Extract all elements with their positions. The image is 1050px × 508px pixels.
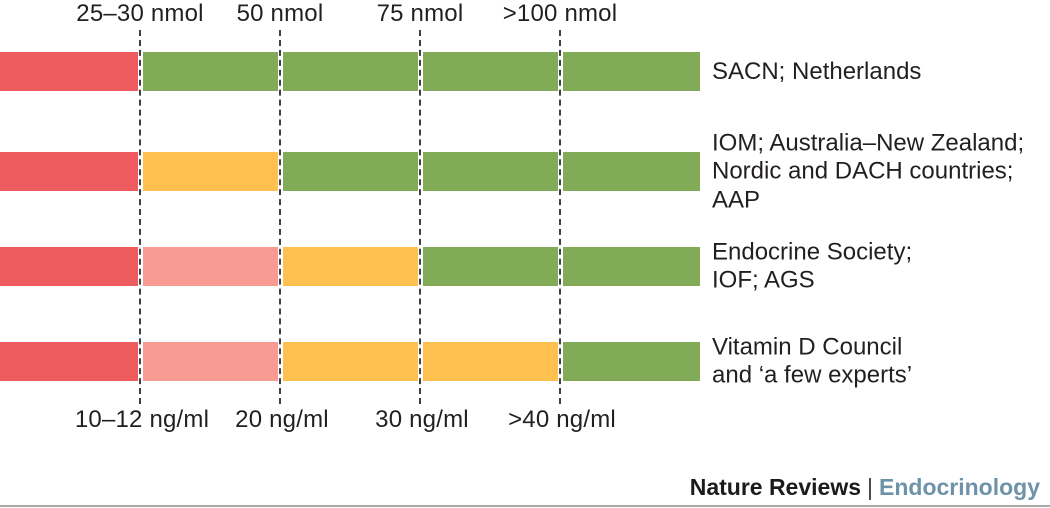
bar-segment: [422, 342, 558, 381]
bar-segment: [0, 342, 138, 381]
bottom-axis-tick-label: 20 ng/ml: [235, 406, 329, 433]
row-label: IOM; Australia–New Zealand; Nordic and DA…: [712, 129, 1024, 215]
bar-segment: [282, 152, 418, 191]
journal-name: Nature Reviews: [689, 474, 862, 500]
bottom-axis-tick-label: 10–12 ng/ml: [74, 406, 210, 433]
row-label-line: IOF; AGS: [712, 266, 815, 294]
bar-segment: [562, 342, 700, 381]
journal-subtitle: Endocrinology: [879, 474, 1040, 500]
row-label: Endocrine Society; IOF; AGS: [712, 238, 912, 295]
top-axis-tick-label: 75 nmol: [376, 0, 464, 27]
threshold-dashed-line: [419, 30, 421, 404]
threshold-dashed-line: [279, 30, 281, 404]
bar-segment: [422, 152, 558, 191]
bar-segment: [562, 52, 700, 91]
bar-segment: [0, 247, 138, 286]
top-axis-tick-label: >100 nmol: [502, 0, 618, 27]
threshold-dashed-line: [139, 30, 141, 404]
bar-segment: [562, 152, 700, 191]
bar-segment: [142, 152, 278, 191]
footer-separator: |: [867, 474, 873, 500]
bottom-axis-tick-label: 30 ng/ml: [375, 406, 469, 433]
row-label-line: AAP: [712, 185, 761, 213]
journal-footer: Nature Reviews | Endocrinology: [690, 474, 1040, 501]
bar-segment: [282, 247, 418, 286]
row-label-line: Nordic and DACH countries;: [712, 157, 1014, 185]
bar-segment: [142, 52, 278, 91]
bar-segment: [562, 247, 700, 286]
bar-segment: [422, 52, 558, 91]
row-label-line: SACN; Netherlands: [712, 57, 922, 85]
bar-segment: [0, 152, 138, 191]
row-label: Vitamin D Council and ‘a few experts’: [712, 333, 912, 390]
row-label: SACN; Netherlands: [712, 57, 921, 86]
bar-segment: [282, 52, 418, 91]
bottom-axis-tick-label: >40 ng/ml: [508, 406, 616, 433]
top-axis-tick-label: 25–30 nmol: [76, 0, 204, 27]
bar-segment: [422, 247, 558, 286]
bar-segment: [142, 247, 278, 286]
bottom-rule: [0, 505, 1050, 507]
bar-segment: [142, 342, 278, 381]
top-axis-tick-label: 50 nmol: [236, 0, 324, 27]
bar-segment: [0, 52, 138, 91]
threshold-dashed-line: [559, 30, 561, 404]
row-label-line: Vitamin D Council: [712, 333, 903, 360]
row-label-line: Endocrine Society;: [712, 238, 913, 265]
row-label-line: and ‘a few experts’: [712, 361, 913, 389]
row-label-line: IOM; Australia–New Zealand;: [712, 128, 1025, 156]
bar-segment: [282, 342, 418, 381]
